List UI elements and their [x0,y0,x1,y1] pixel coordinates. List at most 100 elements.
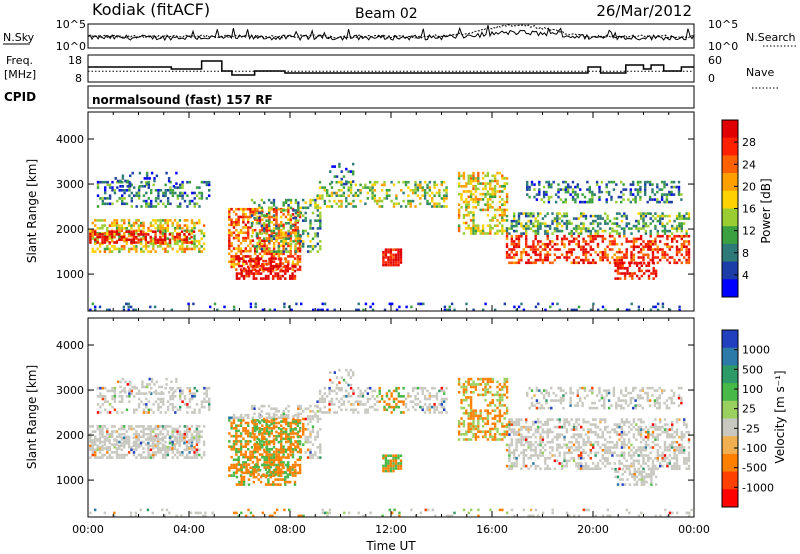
cell-velocity-1790 [474,412,478,415]
cell-velocity-1532 [395,405,398,409]
cell-velocity-1677 [392,464,395,468]
cell-power-2937 [94,305,97,309]
cell-velocity-603 [193,395,196,398]
cell-power-1617 [331,165,334,168]
cell-power-1465 [352,194,355,197]
cell-power-2046 [553,242,557,246]
cell-power-1919 [505,232,509,235]
cell-velocity-884 [265,416,269,420]
cell-power-2565 [637,229,640,233]
cell-power-2156 [606,253,609,257]
cell-power-742 [242,218,245,221]
cell-velocity-1668 [387,454,390,457]
cell-power-204 [159,226,162,230]
cell-power-2709 [564,190,567,194]
cell-power-395 [144,238,147,242]
cell-velocity-333 [195,440,199,444]
cell-velocity-1689 [397,464,400,468]
cell-power-2132 [594,237,597,241]
cell-velocity-5 [89,432,92,436]
cell-velocity-1103 [245,470,248,474]
cell-velocity-1637 [340,388,343,392]
cell-power-2125 [592,258,595,262]
cell-velocity-1606 [435,397,439,401]
cell-power-2553 [625,224,628,228]
cell-power-1342 [302,219,305,222]
cell-power-28 [98,245,102,248]
cell-power-2531 [611,227,614,230]
cell-power-1281 [282,201,285,204]
cell-power-1954 [513,240,516,243]
cell-velocity-1259 [272,417,276,421]
cell-power-1446 [342,194,346,197]
cell-power-3009 [482,308,485,312]
cell-power-882 [268,252,271,256]
cell-power-651 [228,260,231,263]
cell-velocity-434 [176,439,179,442]
cell-power-1130 [264,267,268,270]
cell-power-2855 [670,200,673,204]
cell-power-1983 [525,234,528,238]
cell-velocity-749 [242,455,245,459]
cell-power-408 [156,238,160,242]
cell-velocity-621 [205,389,208,393]
cell-power-37 [101,219,104,222]
cell-power-2795 [632,183,635,186]
cell-power-1867 [493,192,497,196]
cell-power-523 [147,202,150,206]
cell-velocity-688 [232,466,236,469]
cell-power-2275 [659,240,662,243]
cell-velocity-108 [123,427,126,431]
cell-velocity-894 [268,448,271,451]
cell-velocity-83 [115,443,119,446]
cell-velocity-723 [237,440,240,443]
cell-power-2907 [635,264,639,267]
cell-power-289 [186,226,189,230]
cell-velocity-380 [115,439,119,442]
cell-power-700 [235,234,238,237]
cell-power-1885 [498,213,502,217]
cell-velocity-596 [188,386,192,390]
cell-velocity-1177 [286,463,289,466]
cell-power-2701 [557,183,560,186]
cell-power-2426 [546,212,549,215]
cell-power-2082 [572,240,576,243]
cell-power-1313 [294,237,298,240]
cell-power-2804 [636,183,640,186]
cell-power-1064 [298,236,302,240]
cell-velocity-366 [98,447,102,450]
cell-power-2603 [656,214,659,218]
cell-power-2980 [326,308,329,312]
cell-velocity-1020 [289,437,292,441]
cell-power-45 [106,245,109,248]
cell-power-2547 [620,214,624,218]
cell-velocity-1338 [302,425,305,428]
cell-velocity-1574 [421,408,424,412]
cell-velocity-1358 [306,407,310,410]
cell-power-111 [125,226,128,230]
cell-velocity-626 [208,400,211,403]
cell-power-2491 [584,227,588,230]
cell-velocity-257 [171,432,174,436]
cell-velocity-1440 [335,397,338,401]
cell-velocity-409 [151,447,155,450]
cell-velocity-698 [232,419,236,422]
cell-power-230 [166,242,169,246]
cell-velocity-467 [104,386,107,390]
cell-power-1751 [469,177,473,180]
cell-power-169 [147,250,150,253]
cell-velocity-1483 [364,411,367,414]
cell-power-1771 [472,171,475,175]
cell-power-497 [130,205,133,208]
cell-power-104 [123,226,126,230]
cell-power-1071 [235,272,239,275]
cell-velocity-268 [176,448,179,452]
cell-power-510 [137,189,141,192]
cell-velocity-320 [193,456,196,459]
cell-power-1339 [302,240,305,243]
cell-power-1980 [525,242,528,246]
cell-power-503 [133,186,136,189]
cell-power-2960 [232,305,236,309]
cell-power-1499 [376,199,379,203]
cell-power-186 [152,219,155,222]
